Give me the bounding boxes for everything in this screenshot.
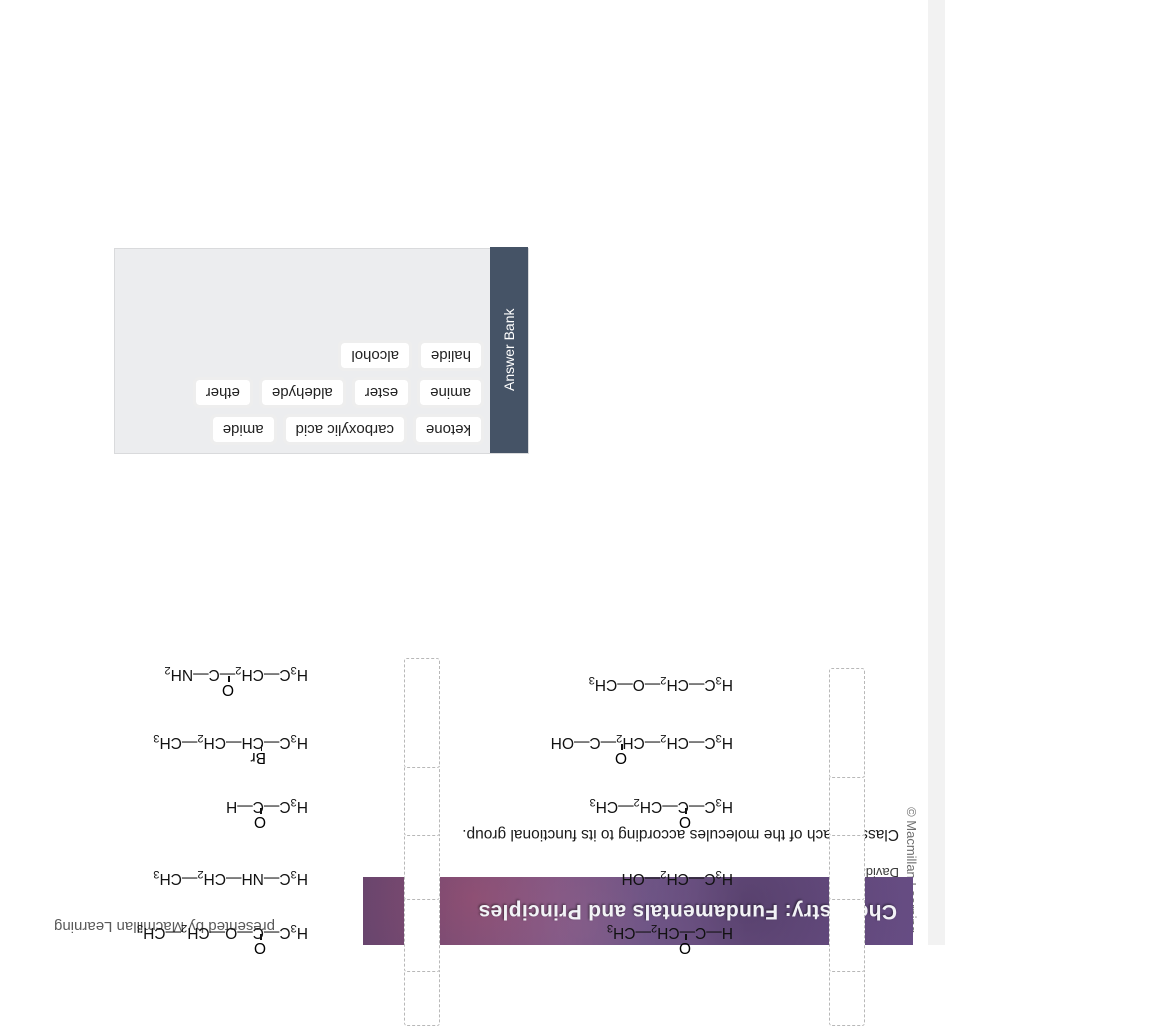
mol-R4-over: Br bbox=[251, 748, 267, 766]
mol-R1: H3C—C—O—CH2—CH3 bbox=[137, 922, 308, 941]
mol-R4: H3C—CH—CH2—CH3 bbox=[153, 732, 308, 751]
mol-R1-over: O bbox=[254, 938, 266, 956]
mol-R5: H3C—CH2—C—NH2 bbox=[164, 664, 308, 683]
mol-R3-over: O bbox=[254, 812, 266, 830]
chip-ether[interactable]: ether bbox=[195, 379, 251, 406]
chip-ester[interactable]: ester bbox=[354, 379, 409, 406]
top-bar bbox=[928, 0, 945, 945]
mol-R2: H3C—NH—CH2—CH3 bbox=[153, 868, 308, 887]
mol-L4: H3C—CH2—CH2—C—OH bbox=[551, 732, 733, 751]
mol-L5: H3C—CH2—O—CH3 bbox=[589, 674, 733, 693]
mol-R3: H3C—C—H bbox=[226, 796, 308, 815]
chip-alcohol[interactable]: alcohol bbox=[340, 342, 410, 369]
dropzone[interactable] bbox=[404, 658, 440, 768]
mol-L2: H3C—CH2—OH bbox=[622, 868, 733, 887]
chip-carboxylic-acid[interactable]: carboxylic acid bbox=[285, 416, 405, 443]
mol-L3: H3C—C—CH2—CH3 bbox=[589, 796, 733, 815]
chip-aldehyde[interactable]: aldehyde bbox=[261, 379, 344, 406]
dropzone[interactable] bbox=[829, 668, 865, 778]
chip-ketone[interactable]: ketone bbox=[415, 416, 482, 443]
mol-L1-over: O bbox=[679, 938, 691, 956]
mol-L4-over: O bbox=[615, 748, 627, 766]
answer-bank-header: Answer Bank bbox=[490, 247, 528, 453]
answer-bank: Answer Bank ketone carboxylic acid amide am… bbox=[114, 248, 529, 454]
mol-L1: H—C—CH2—CH3 bbox=[607, 922, 733, 941]
chip-halide[interactable]: halide bbox=[420, 342, 482, 369]
chip-amide[interactable]: amide bbox=[212, 416, 275, 443]
mol-R5-over: O bbox=[222, 680, 234, 698]
mol-L3-over: O bbox=[679, 812, 691, 830]
chip-amine[interactable]: amine bbox=[419, 379, 482, 406]
